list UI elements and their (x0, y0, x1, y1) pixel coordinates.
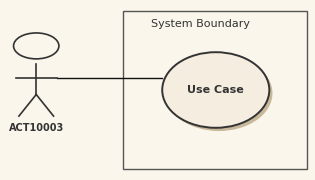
Text: System Boundary: System Boundary (151, 19, 249, 29)
Ellipse shape (162, 52, 269, 128)
Bar (123, 11, 307, 169)
Text: ACT10003: ACT10003 (9, 123, 64, 133)
Ellipse shape (165, 55, 272, 131)
Text: Use Case: Use Case (187, 85, 244, 95)
